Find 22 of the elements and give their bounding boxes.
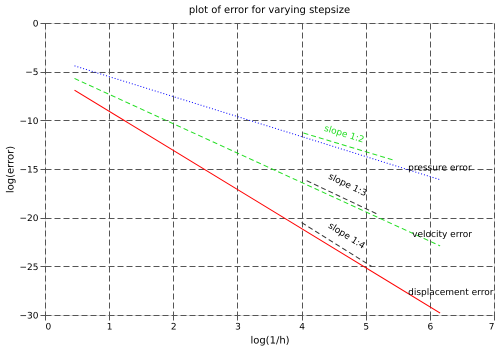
chart-title: plot of error for varying stepsize xyxy=(188,5,350,16)
y-tick-label: −10 xyxy=(20,116,39,127)
y-tick-label: −30 xyxy=(20,312,39,322)
y-tick-label: −25 xyxy=(20,262,38,273)
series-label: velocity error xyxy=(412,230,472,240)
x-tick-label: 0 xyxy=(46,322,52,332)
x-tick-label: 3 xyxy=(235,322,241,332)
text: slope 1:3 xyxy=(326,172,368,200)
y-tick-label: 0 xyxy=(32,20,39,30)
x-tick-label: 6 xyxy=(427,322,434,332)
x-tick-label: 7 xyxy=(488,322,494,332)
y-axis-title: log(error) xyxy=(6,146,17,194)
x-axis-title: log(1/h) xyxy=(250,336,290,346)
x-tick-label: 2 xyxy=(170,322,177,332)
x-tick-label: 4 xyxy=(299,322,306,332)
x-tick-label: 1 xyxy=(106,322,113,332)
y-tick-label: −15 xyxy=(20,166,38,176)
x-tick-label: 5 xyxy=(363,322,370,332)
y-tick-label: −5 xyxy=(25,68,38,78)
text: slope 1:2 xyxy=(322,124,366,146)
y-tick-label: −20 xyxy=(20,214,39,224)
series-label: displacement error xyxy=(408,288,494,298)
